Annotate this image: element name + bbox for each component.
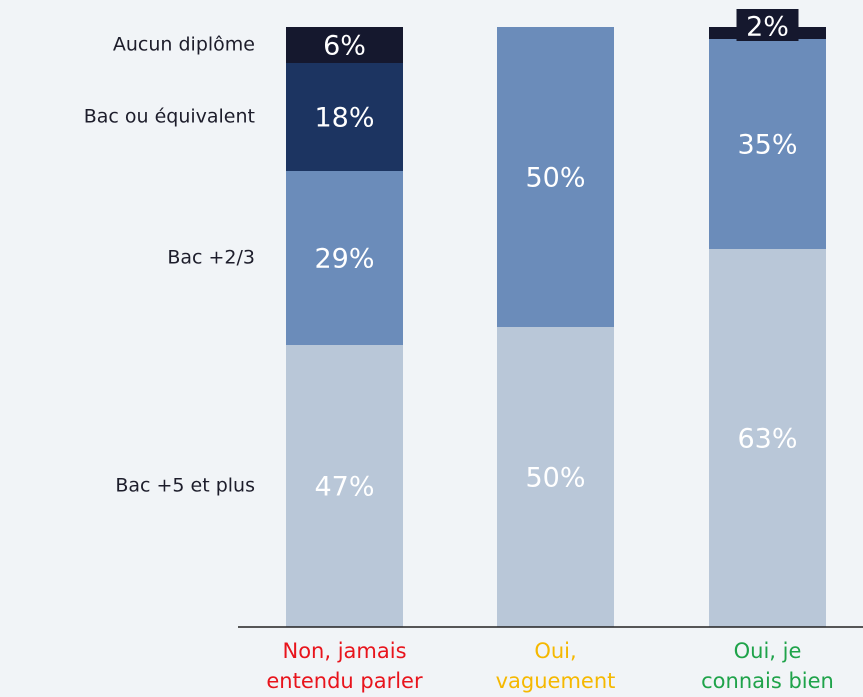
bar-segment <box>497 327 614 627</box>
bar-segment <box>286 171 403 345</box>
bar-segment <box>497 27 614 327</box>
series-label: Bac ou équivalent <box>84 106 255 128</box>
value-label: 18% <box>314 103 374 134</box>
label-background <box>736 9 799 41</box>
x-tick-line: vaguement <box>496 669 616 693</box>
value-label: 29% <box>314 244 374 275</box>
value-label: 50% <box>525 463 585 494</box>
x-tick-line: Oui, <box>534 639 576 663</box>
x-tick-label: Oui, vaguement <box>496 639 616 693</box>
x-tick-line: entendu parler <box>266 669 423 693</box>
bar-segment <box>286 63 403 171</box>
value-label: 63% <box>737 424 797 455</box>
bar-segment <box>286 27 403 63</box>
value-label: 47% <box>314 472 374 503</box>
x-tick-label: Non, jamais entendu parler <box>266 639 423 693</box>
value-label: 6% <box>323 31 366 62</box>
x-tick-line: Oui, je <box>734 639 802 663</box>
value-label: 2% <box>746 12 789 43</box>
value-label: 50% <box>525 163 585 194</box>
bar-segment <box>709 39 826 249</box>
bar-segment <box>286 345 403 627</box>
series-label: Bac +2/3 <box>167 247 255 269</box>
bar-segment <box>709 249 826 627</box>
x-tick-line: connais bien <box>701 669 834 693</box>
x-tick-label: Oui, je connais bien <box>701 639 834 693</box>
series-label: Bac +5 et plus <box>115 475 255 497</box>
value-label: 35% <box>737 130 797 161</box>
x-tick-line: Non, jamais <box>282 639 406 663</box>
series-label: Aucun diplôme <box>113 34 255 56</box>
